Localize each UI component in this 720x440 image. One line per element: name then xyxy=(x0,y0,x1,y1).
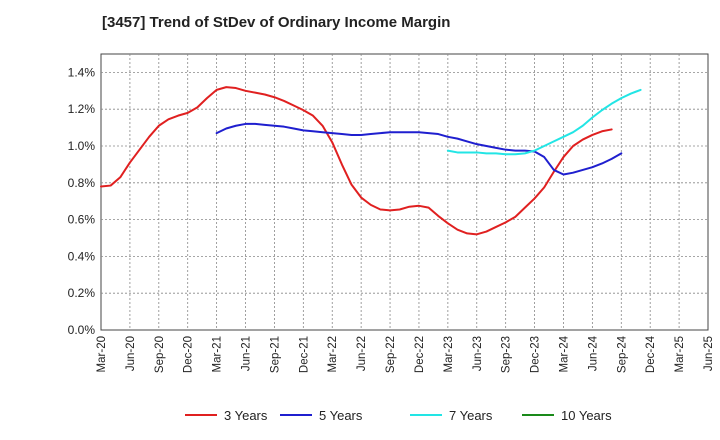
y-tick-label: 0.6% xyxy=(68,213,96,227)
y-axis-ticks: 0.0% 0.2% 0.4% 0.6% 0.8% 1.0% 1.2% 1.4% xyxy=(68,65,96,337)
x-tick-label: Dec-21 xyxy=(298,336,310,373)
grid-lines xyxy=(101,54,708,330)
y-tick-label: 1.4% xyxy=(68,65,96,79)
series-line-1 xyxy=(100,86,613,236)
x-tick-label: Jun-22 xyxy=(356,336,368,371)
legend-label: 7 Years xyxy=(449,408,493,423)
legend-label: 3 Years xyxy=(224,408,268,423)
x-tick-label: Dec-20 xyxy=(183,336,195,373)
y-tick-label: 1.2% xyxy=(68,102,96,116)
x-tick-label: Sep-22 xyxy=(385,336,397,373)
x-tick-label: Mar-23 xyxy=(443,336,455,372)
x-tick-label: Jun-23 xyxy=(472,336,484,371)
x-tick-label: Dec-23 xyxy=(530,336,542,373)
x-tick-label: Jun-21 xyxy=(241,336,253,371)
x-tick-label: Sep-23 xyxy=(501,336,513,373)
y-tick-label: 0.4% xyxy=(68,249,96,263)
x-tick-label: Mar-20 xyxy=(96,336,108,372)
series-line-2 xyxy=(215,122,623,176)
x-tick-label: Mar-24 xyxy=(558,335,570,372)
x-tick-label: Jun-20 xyxy=(125,336,137,371)
y-tick-label: 0.8% xyxy=(68,176,96,190)
x-tick-label: Sep-24 xyxy=(616,335,628,373)
x-tick-label: Dec-22 xyxy=(414,336,426,373)
x-axis-ticks: Mar-20 Jun-20 Sep-20 Dec-20 Mar-21 Jun-21 Sep-… xyxy=(96,335,715,373)
x-tick-label: Sep-20 xyxy=(154,336,166,373)
y-tick-label: 0.2% xyxy=(68,286,96,300)
legend-label: 10 Years xyxy=(561,408,612,423)
series-line-3 xyxy=(446,88,642,156)
x-tick-label: Sep-21 xyxy=(269,336,281,373)
y-tick-label: 1.0% xyxy=(68,139,96,153)
legend-label: 5 Years xyxy=(319,408,363,423)
x-tick-label: Mar-25 xyxy=(674,336,686,372)
legend: 3 Years 5 Years 7 Years 10 Years xyxy=(185,408,612,423)
x-tick-label: Dec-24 xyxy=(645,335,657,373)
x-tick-label: Jun-25 xyxy=(703,336,715,371)
chart-title: [3457] Trend of StDev of Ordinary Income… xyxy=(102,14,451,31)
series-lines xyxy=(100,86,642,236)
y-tick-label: 0.0% xyxy=(68,323,96,337)
x-tick-label: Jun-24 xyxy=(587,335,599,371)
plot-area xyxy=(100,53,709,331)
x-tick-label: Mar-21 xyxy=(212,336,224,372)
x-tick-label: Mar-22 xyxy=(327,336,339,372)
